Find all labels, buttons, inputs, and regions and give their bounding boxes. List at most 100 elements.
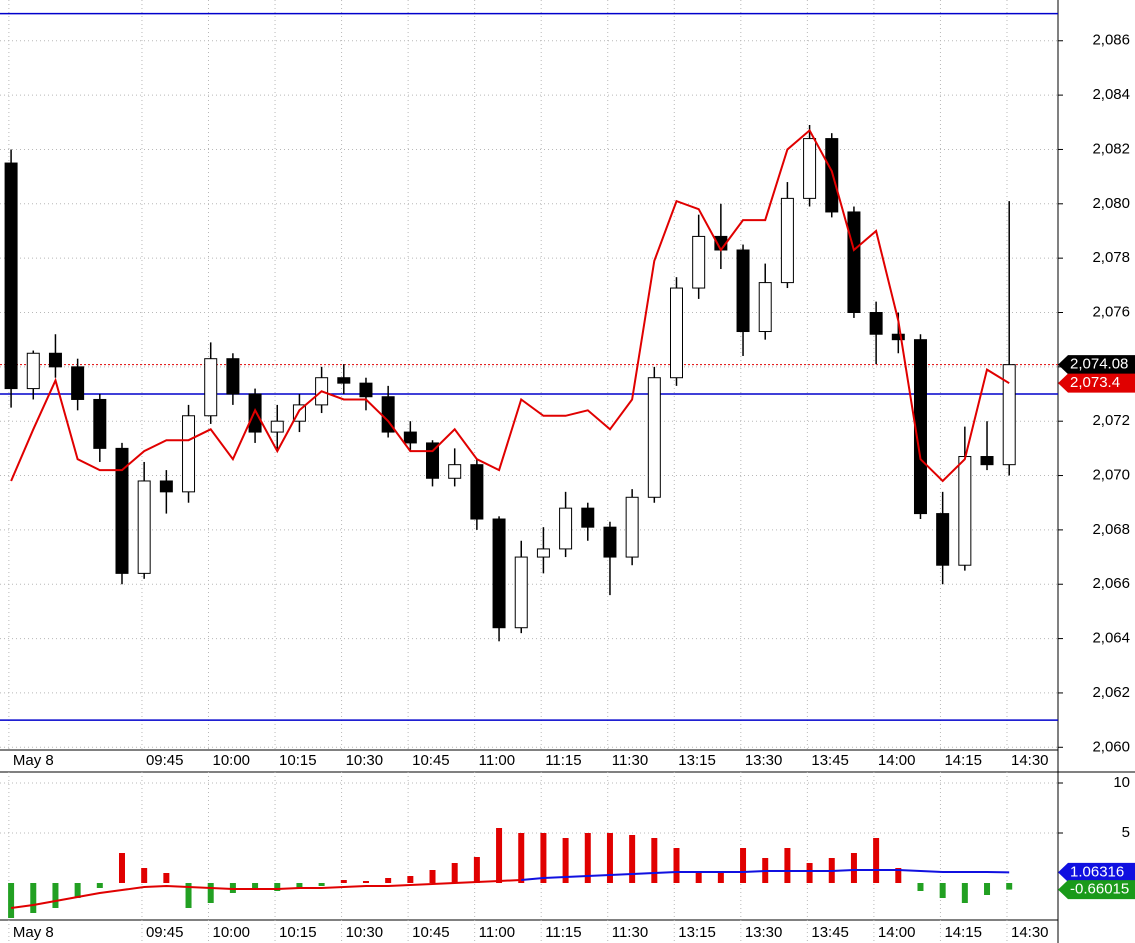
y-tick-label: 2,070 (1092, 467, 1130, 484)
x-tick-label: 11:15 (545, 752, 581, 769)
candle-body (470, 464, 484, 520)
price-label-box (1058, 862, 1135, 882)
y-tick-label: 2,086 (1092, 32, 1130, 49)
x-tick-label: 10:00 (212, 752, 250, 769)
x-tick-label: 13:30 (745, 924, 783, 941)
histogram-bar (917, 883, 924, 891)
x-tick-label: May 8 (13, 752, 54, 769)
y-tick-label: 2,078 (1092, 249, 1130, 266)
x-tick-label: 10:30 (346, 752, 384, 769)
candle-body (448, 464, 462, 479)
histogram-bar (695, 871, 702, 883)
x-tick-label: 13:30 (745, 752, 783, 769)
y-tick-label: 2,066 (1092, 575, 1130, 592)
candle-body (403, 431, 417, 444)
candle-body (337, 377, 351, 384)
x-tick-label: 13:45 (811, 752, 849, 769)
histogram-bar (451, 863, 458, 883)
x-tick-label: 14:00 (878, 752, 916, 769)
histogram-bar (52, 883, 59, 908)
y-tick-label: 2,072 (1092, 412, 1130, 429)
histogram-bar (518, 833, 525, 883)
x-tick-label: 11:30 (612, 924, 648, 941)
histogram-bar (407, 876, 414, 883)
histogram-bar (717, 873, 724, 883)
x-tick-label: 10:00 (212, 924, 250, 941)
histogram-bar (340, 880, 347, 883)
candle-body (137, 480, 151, 574)
x-tick-label: 10:15 (279, 924, 317, 941)
y-tick-label: 5 (1122, 824, 1130, 841)
candle-body (692, 235, 706, 289)
candle-body (847, 211, 861, 314)
candle-body (4, 162, 18, 390)
candle-body (248, 393, 262, 433)
indicator-line (10, 879, 522, 909)
histogram-bar (540, 833, 547, 883)
histogram-bar (141, 868, 148, 883)
candle-body (869, 312, 883, 335)
x-tick-label: 09:45 (146, 924, 184, 941)
price-label-box (1058, 355, 1135, 375)
candle-body (182, 415, 196, 493)
histogram-bar (296, 883, 303, 888)
candle-body (536, 548, 550, 558)
candle-body (736, 249, 750, 333)
histogram-bar (873, 838, 880, 883)
price-label: -0.66015 (1070, 881, 1129, 898)
candle-body (559, 507, 573, 550)
candle-body (803, 138, 817, 199)
histogram-bar (584, 833, 591, 883)
x-tick-label: 14:30 (1011, 924, 1049, 941)
x-tick-label: 10:30 (346, 924, 384, 941)
candle-body (758, 282, 772, 333)
candle-body (270, 420, 284, 433)
histogram-bar (562, 838, 569, 883)
candle-body (26, 352, 40, 390)
histogram-bar (362, 881, 369, 883)
histogram-bar (163, 873, 170, 883)
histogram-bar (629, 835, 636, 883)
histogram-bar (895, 868, 902, 883)
histogram-bar (740, 848, 747, 883)
price-label: 1.06316 (1070, 863, 1124, 880)
histogram-bar (30, 883, 37, 913)
y-tick-label: 2,064 (1092, 630, 1130, 647)
x-tick-label: 11:15 (545, 924, 581, 941)
candle-body (780, 197, 794, 284)
candle-body (936, 513, 950, 566)
candle-body (958, 456, 972, 566)
candle-body (204, 358, 218, 417)
candle-body (359, 382, 373, 398)
candle-body (226, 358, 240, 395)
x-tick-label: 14:15 (944, 924, 982, 941)
candle-body (71, 366, 85, 400)
candle-body (647, 377, 661, 498)
price-label-box (1058, 880, 1135, 900)
histogram-bar (673, 848, 680, 883)
x-tick-label: 11:30 (612, 752, 648, 769)
candle-body (625, 496, 639, 558)
candle-body (48, 352, 62, 368)
indicator-line (10, 128, 1010, 483)
candle-body (1002, 364, 1016, 466)
histogram-bar (318, 883, 325, 886)
histogram-bar (96, 883, 103, 888)
y-tick-label: 2,060 (1092, 738, 1130, 755)
y-tick-label: 2,080 (1092, 195, 1130, 212)
histogram-bar (606, 833, 613, 883)
histogram-bar (252, 883, 259, 888)
x-tick-label: 10:15 (279, 752, 317, 769)
x-tick-label: 14:15 (944, 752, 982, 769)
y-tick-label: 2,068 (1092, 521, 1130, 538)
candle-body (492, 518, 506, 629)
histogram-bar (118, 853, 125, 883)
x-tick-label: 10:45 (412, 924, 450, 941)
x-tick-label: 11:00 (479, 752, 515, 769)
histogram-bar (806, 863, 813, 883)
x-tick-label: 09:45 (146, 752, 184, 769)
price-label-box (1058, 373, 1135, 393)
y-tick-label: 2,062 (1092, 684, 1130, 701)
